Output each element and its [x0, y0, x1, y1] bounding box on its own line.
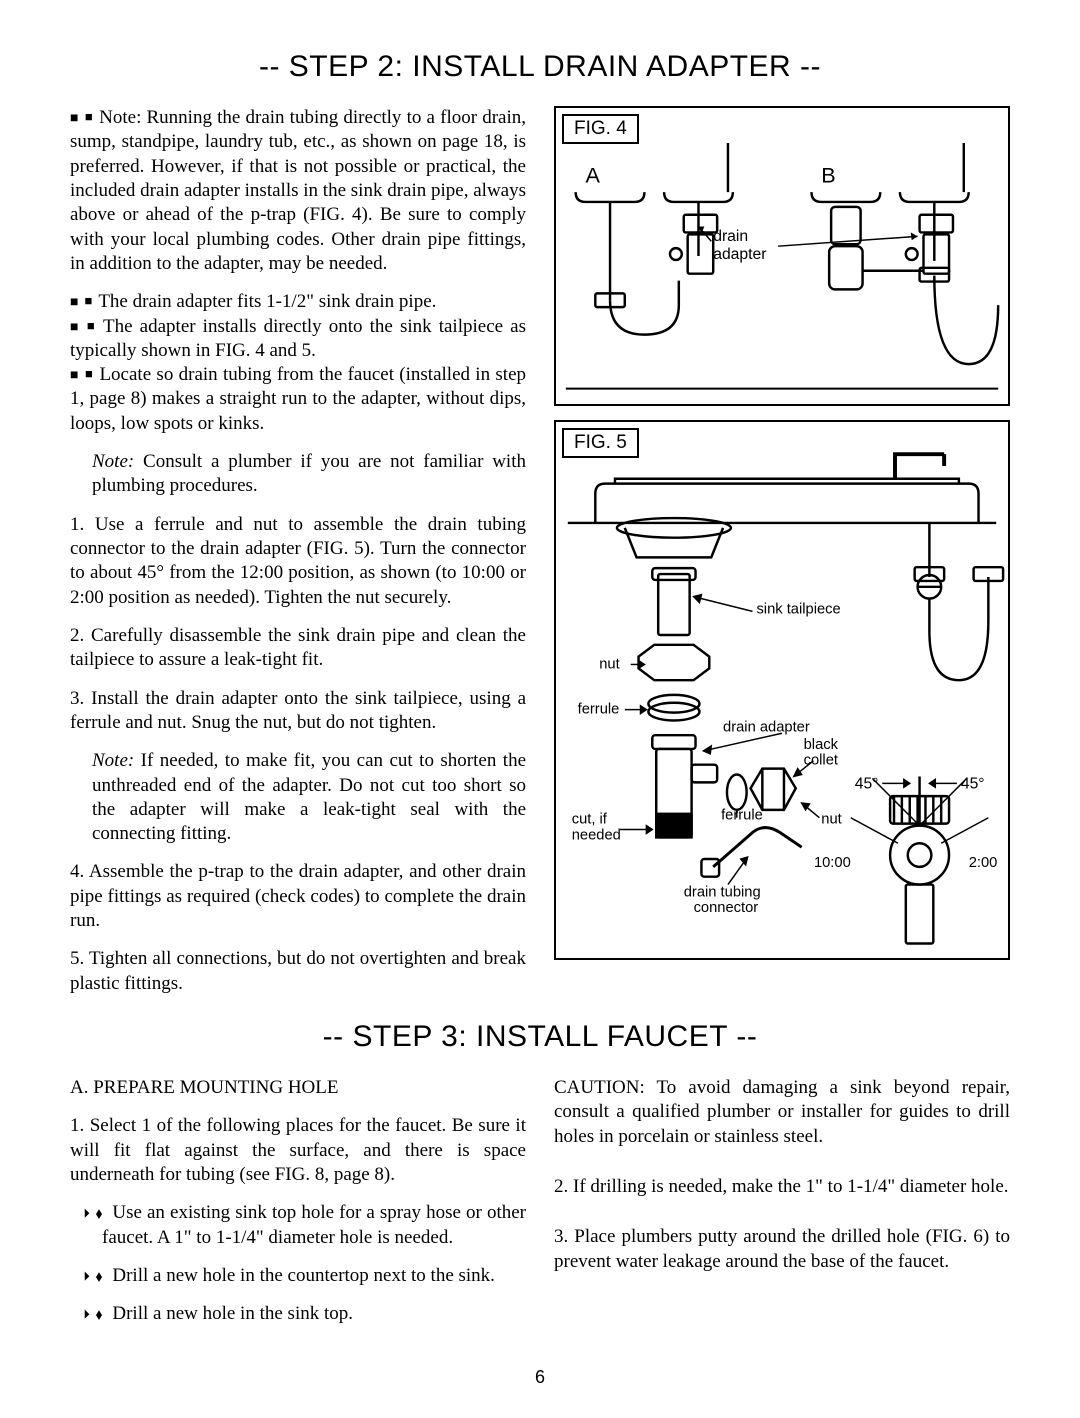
page-number: 6: [70, 1367, 1010, 1388]
figure-5: FIG. 5: [554, 420, 1010, 960]
step2-s2: 2. Carefully disassemble the sink drain …: [70, 624, 526, 673]
fig4-label: FIG. 4: [562, 114, 639, 144]
step3-b1: ⬧Use an existing sink top hole for a spr…: [70, 1201, 526, 1250]
fig5-nut-bot: nut: [821, 812, 841, 828]
fig5-svg: sink tailpiece nut ferrule drain adapter…: [556, 422, 1008, 958]
step3-p1: 1. Select 1 of the following places for …: [70, 1114, 526, 1187]
step2-note4: ■Locate so drain tubing from the faucet …: [70, 363, 526, 436]
fig5-cut-l1: cut, if: [572, 812, 608, 828]
fig5-cut-l2: needed: [572, 827, 621, 843]
fig5-1000: 10:00: [814, 855, 851, 871]
fig5-nut-top: nut: [599, 656, 619, 672]
step3-caution: CAUTION: To avoid damaging a sink beyond…: [554, 1076, 1010, 1149]
fig5-black-l1: black: [804, 737, 839, 753]
fig5-sink-tailpiece: sink tailpiece: [756, 601, 840, 617]
step2-s1: 1. Use a ferrule and nut to assemble the…: [70, 513, 526, 610]
step2-columns: ■Note: Running the drain tubing directly…: [70, 106, 1010, 1010]
fig5-dtc-l1: drain tubing: [684, 884, 761, 900]
step2-left-col: ■Note: Running the drain tubing directly…: [70, 106, 526, 1010]
step2-s5: 5. Tighten all connections, but do not o…: [70, 947, 526, 996]
note-text: Consult a plumber if you are not familia…: [92, 451, 526, 496]
step2-note3: ■The adapter installs directly onto the …: [70, 315, 526, 364]
step2-note2: ■The drain adapter fits 1-1/2" sink drai…: [70, 290, 526, 314]
step2-note1: ■Note: Running the drain tubing directly…: [70, 106, 526, 276]
figure-4: FIG. 4 A B: [554, 106, 1010, 406]
fig5-dtc-l2: connector: [694, 900, 759, 916]
note-label: Note:: [92, 750, 134, 771]
step2-inset-note2: Note: If needed, to make fit, you can cu…: [70, 749, 526, 846]
step3-columns: A. PREPARE MOUNTING HOLE 1. Select 1 of …: [70, 1076, 1010, 1341]
page: -- STEP 2: INSTALL DRAIN ADAPTER -- ■Not…: [0, 0, 1080, 1418]
fig5-ferrule-bot: ferrule: [721, 808, 763, 824]
step3-subhead-a: A. PREPARE MOUNTING HOLE: [70, 1076, 526, 1100]
fig4-label-b: B: [821, 162, 835, 187]
step2-s4: 4. Assemble the p-trap to the drain adap…: [70, 860, 526, 933]
fig4-svg: A B: [556, 108, 1008, 404]
step3-p3: 3. Place plumbers putty around the drill…: [554, 1225, 1010, 1274]
fig5-200: 2:00: [969, 855, 998, 871]
step2-inset-note1: Note: Consult a plumber if you are not f…: [70, 450, 526, 499]
fig5-45r: 45°: [961, 775, 985, 792]
fig5-black-l2: collet: [804, 753, 838, 769]
fig5-drain-adapter: drain adapter: [723, 719, 810, 735]
step3-b3: ⬧Drill a new hole in the sink top.: [70, 1302, 526, 1326]
fig5-ferrule-top: ferrule: [578, 702, 620, 718]
fig4-drain-adapter-l1: drain: [713, 228, 748, 245]
step3-b2: ⬧Drill a new hole in the countertop next…: [70, 1264, 526, 1288]
step2-s3: 3. Install the drain adapter onto the si…: [70, 687, 526, 736]
note-text: If needed, to make fit, you can cut to s…: [92, 750, 526, 844]
note-label: Note:: [92, 451, 134, 472]
step2-right-col: FIG. 4 A B: [554, 106, 1010, 1010]
fig5-45l: 45°: [855, 775, 879, 792]
fig5-label: FIG. 5: [562, 428, 639, 458]
step3-right-col: CAUTION: To avoid damaging a sink beyond…: [554, 1076, 1010, 1341]
fig4-drain-adapter-l2: adapter: [713, 246, 766, 263]
step3-title: -- STEP 3: INSTALL FAUCET --: [70, 1020, 1010, 1054]
step3-p2: 2. If drilling is needed, make the 1" to…: [554, 1175, 1010, 1199]
fig4-label-a: A: [585, 162, 600, 187]
step2-title: -- STEP 2: INSTALL DRAIN ADAPTER --: [70, 50, 1010, 84]
step3-left-col: A. PREPARE MOUNTING HOLE 1. Select 1 of …: [70, 1076, 526, 1341]
